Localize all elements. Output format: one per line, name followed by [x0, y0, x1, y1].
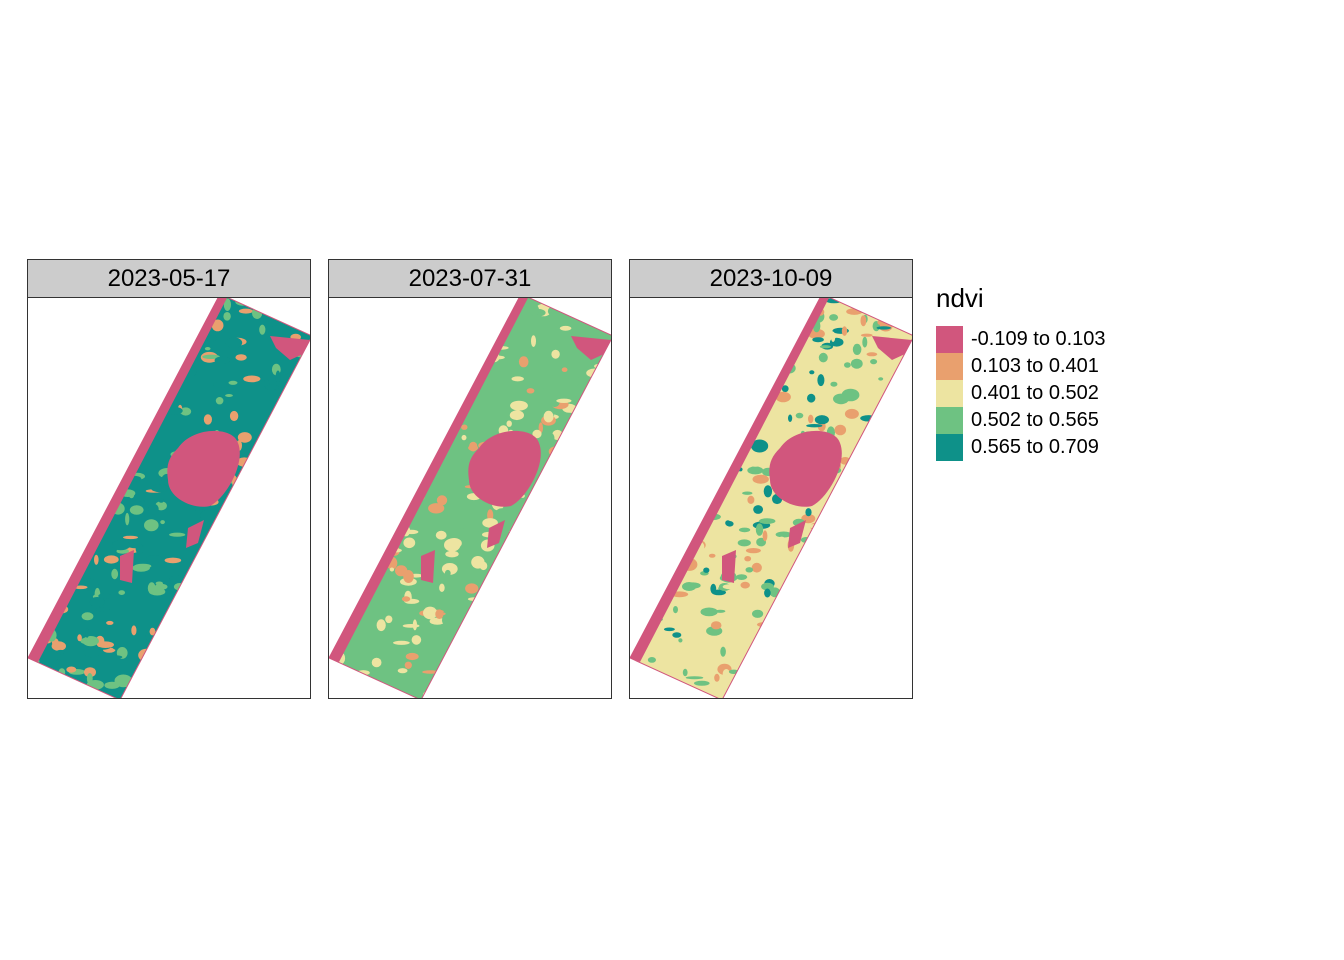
legend-swatch [936, 326, 963, 353]
legend-swatch [936, 434, 963, 461]
legend-item: 0.565 to 0.709 [936, 434, 1106, 461]
raster-cells [329, 298, 611, 698]
ndvi-map [630, 298, 912, 698]
lake [769, 430, 842, 507]
legend-title: ndvi [936, 283, 984, 313]
panel-title: 2023-10-09 [630, 260, 912, 298]
legend: ndvi -0.109 to 0.103 0.103 to 0.401 0.40… [936, 283, 1106, 461]
map-panel-3: 2023-10-09 [629, 259, 913, 699]
lake [167, 430, 240, 507]
map-panel-1: 2023-05-17 [27, 259, 311, 699]
raster-cells [28, 298, 310, 698]
legend-label: -0.109 to 0.103 [971, 328, 1106, 350]
raster-cells [630, 298, 912, 698]
legend-label: 0.502 to 0.565 [971, 409, 1099, 431]
panel-title: 2023-05-17 [28, 260, 310, 298]
legend-swatch [936, 407, 963, 434]
ndvi-raster [630, 298, 912, 698]
legend-swatch [936, 353, 963, 380]
ndvi-raster [28, 298, 310, 698]
ndvi-raster [329, 298, 611, 698]
legend-label: 0.103 to 0.401 [971, 355, 1099, 377]
legend-label: 0.401 to 0.502 [971, 382, 1099, 404]
legend-item: 0.502 to 0.565 [936, 407, 1106, 434]
legend-item: 0.401 to 0.502 [936, 380, 1106, 407]
ndvi-map [329, 298, 611, 698]
lake [468, 430, 541, 507]
legend-label: 0.565 to 0.709 [971, 436, 1099, 458]
legend-swatch [936, 380, 963, 407]
map-panel-2: 2023-07-31 [328, 259, 612, 699]
ndvi-map [28, 298, 310, 698]
legend-item: 0.103 to 0.401 [936, 353, 1106, 380]
legend-item: -0.109 to 0.103 [936, 326, 1106, 353]
panel-title: 2023-07-31 [329, 260, 611, 298]
